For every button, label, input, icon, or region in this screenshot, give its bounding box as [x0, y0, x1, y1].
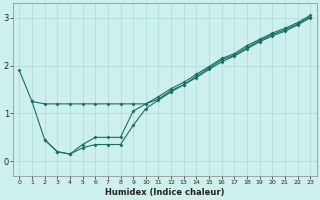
X-axis label: Humidex (Indice chaleur): Humidex (Indice chaleur): [105, 188, 225, 197]
